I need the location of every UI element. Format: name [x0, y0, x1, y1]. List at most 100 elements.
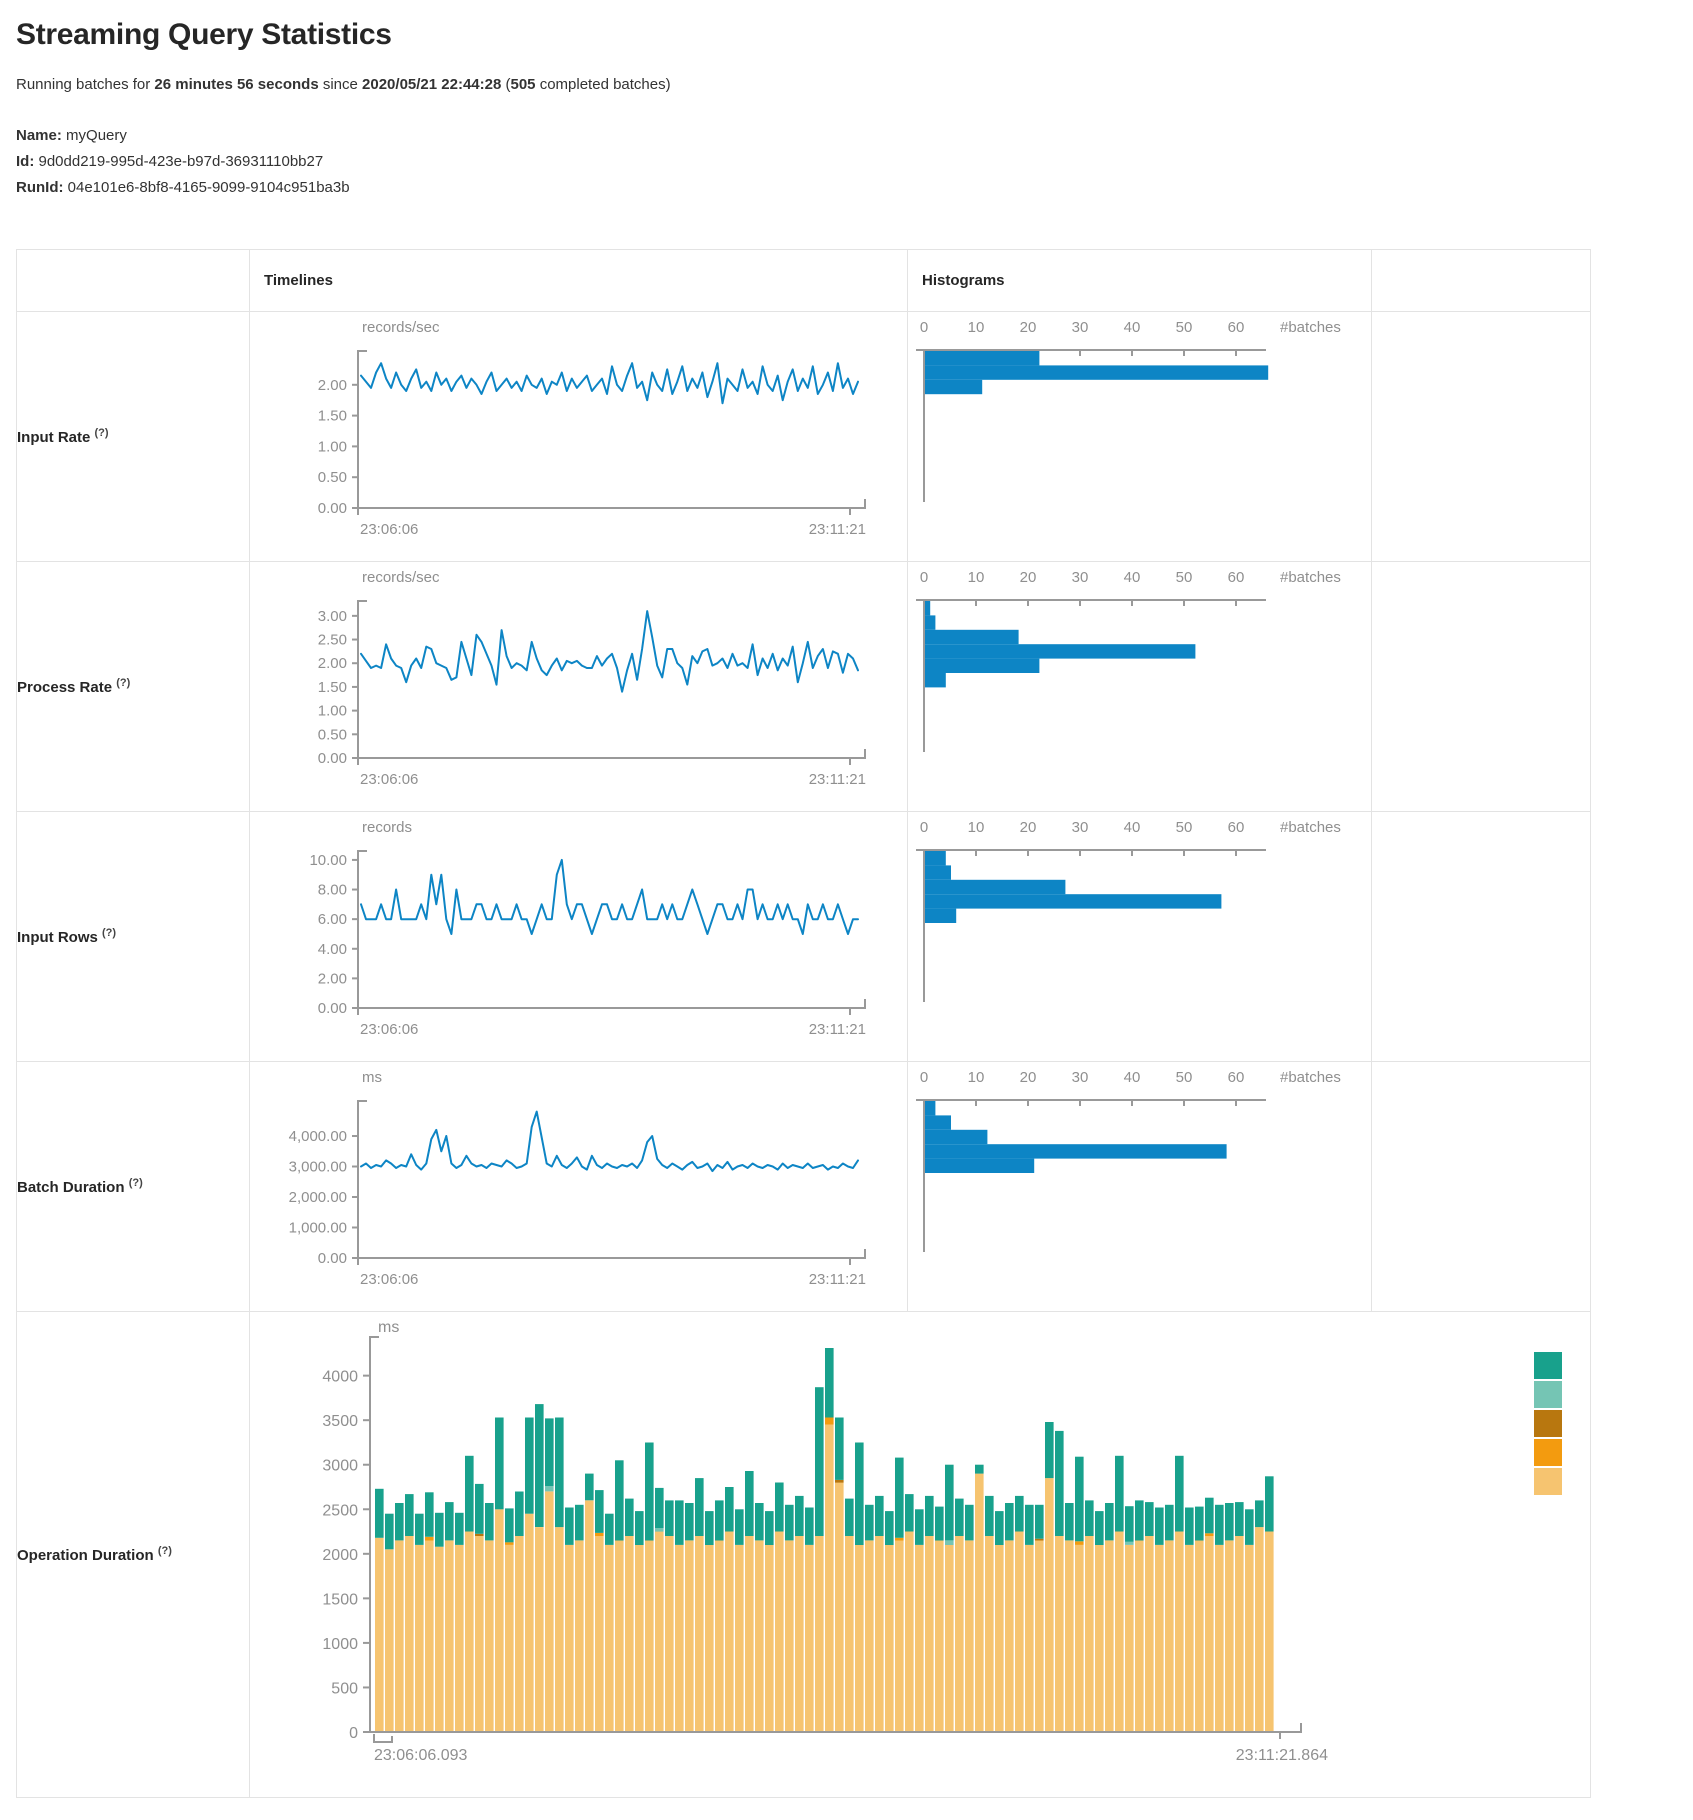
header-timelines: Timelines — [249, 249, 908, 312]
svg-text:0.00: 0.00 — [318, 1000, 347, 1017]
svg-text:30: 30 — [1072, 319, 1089, 336]
statistics-table: Timelines Histograms Input Rate (?) reco… — [16, 249, 1591, 1798]
svg-text:#batches: #batches — [1280, 1069, 1341, 1086]
svg-text:0: 0 — [349, 1725, 358, 1742]
svg-text:records: records — [362, 819, 412, 836]
running-batches-summary: Running batches for 26 minutes 56 second… — [16, 76, 671, 93]
svg-text:2.00: 2.00 — [318, 970, 347, 987]
svg-text:0.50: 0.50 — [318, 726, 347, 743]
legend-swatch-tan — [1534, 1468, 1562, 1495]
empty-cell — [1371, 311, 1591, 562]
operation-duration-stacked-chart: ms 0 500 1000 1500 2000 2500 3000 3500 4000 23:06:… — [250, 1312, 1590, 1790]
svg-text:23:11:21: 23:11:21 — [809, 1271, 866, 1288]
metric-label-input-rows: Input Rows — [17, 929, 98, 946]
svg-text:0: 0 — [920, 569, 928, 586]
svg-text:2500: 2500 — [322, 1502, 358, 1519]
svg-text:4000: 4000 — [322, 1369, 358, 1386]
svg-text:2.00: 2.00 — [318, 377, 347, 394]
svg-text:0.00: 0.00 — [318, 750, 347, 767]
svg-text:#batches: #batches — [1280, 569, 1341, 586]
id-label: Id: — [16, 153, 35, 170]
batch-duration-histogram-chart: 0 10 20 30 40 50 60 #batches — [908, 1062, 1371, 1267]
svg-text:0: 0 — [920, 1069, 928, 1086]
svg-text:60: 60 — [1228, 1069, 1245, 1086]
svg-text:20: 20 — [1020, 569, 1037, 586]
svg-text:1.50: 1.50 — [318, 679, 347, 696]
input-rows-histogram-chart: 0 10 20 30 40 50 60 #batches — [908, 812, 1371, 1017]
process-rate-timeline-chart: records/sec 3.00 2.50 2.00 1.50 1.00 0.50 0.00 2… — [250, 562, 907, 800]
running-duration: 26 minutes 56 seconds — [154, 76, 319, 93]
query-runid-line: RunId: 04e101e6-8bf8-4165-9099-9104c951b… — [16, 175, 1677, 201]
svg-text:2.50: 2.50 — [318, 632, 347, 649]
help-icon[interactable]: (?) — [94, 427, 109, 439]
svg-text:60: 60 — [1228, 819, 1245, 836]
header-empty — [16, 249, 250, 312]
query-runid: 04e101e6-8bf8-4165-9099-9104c951ba3b — [67, 179, 350, 196]
query-name-line: Name: myQuery — [16, 123, 1677, 149]
svg-text:3500: 3500 — [322, 1413, 358, 1430]
query-meta: Name: myQuery Id: 9d0dd219-995d-423e-b97… — [16, 123, 1677, 201]
completed-batches-count: 505 — [510, 76, 536, 93]
header-empty-2 — [1371, 249, 1591, 312]
svg-text:50: 50 — [1176, 319, 1193, 336]
svg-text:1.00: 1.00 — [318, 438, 347, 455]
query-id-line: Id: 9d0dd219-995d-423e-b97d-36931110bb27 — [16, 149, 1677, 175]
svg-text:#batches: #batches — [1280, 819, 1341, 836]
svg-text:23:11:21: 23:11:21 — [809, 771, 866, 788]
svg-text:ms: ms — [362, 1069, 382, 1086]
help-icon[interactable]: (?) — [102, 927, 117, 939]
svg-text:1500: 1500 — [322, 1591, 358, 1608]
svg-text:4,000.00: 4,000.00 — [289, 1128, 347, 1145]
svg-text:10: 10 — [968, 319, 985, 336]
svg-text:records/sec: records/sec — [362, 569, 440, 586]
svg-text:40: 40 — [1124, 819, 1141, 836]
svg-text:23:11:21: 23:11:21 — [809, 521, 866, 538]
svg-text:1,000.00: 1,000.00 — [289, 1220, 347, 1237]
svg-text:ms: ms — [378, 1319, 399, 1336]
metric-label-operation-duration: Operation Duration — [17, 1547, 154, 1564]
summary-text: Running batches for — [16, 76, 155, 93]
help-icon[interactable]: (?) — [157, 1545, 172, 1557]
page-title: Streaming Query Statistics — [16, 18, 392, 51]
help-icon[interactable]: (?) — [128, 1177, 143, 1189]
svg-text:0: 0 — [920, 319, 928, 336]
svg-text:23:11:21: 23:11:21 — [809, 1021, 866, 1038]
svg-text:50: 50 — [1176, 819, 1193, 836]
svg-text:3,000.00: 3,000.00 — [289, 1159, 347, 1176]
svg-text:0: 0 — [920, 819, 928, 836]
legend-swatch-brown — [1534, 1410, 1562, 1437]
svg-text:20: 20 — [1020, 1069, 1037, 1086]
metric-label-process-rate: Process Rate — [17, 679, 113, 696]
metric-label-input-rate: Input Rate — [17, 429, 91, 446]
metric-label-batch-duration: Batch Duration — [17, 1179, 125, 1196]
svg-text:1000: 1000 — [322, 1636, 358, 1653]
svg-text:10.00: 10.00 — [309, 852, 347, 869]
svg-text:#batches: #batches — [1280, 319, 1341, 336]
svg-text:4.00: 4.00 — [318, 941, 347, 958]
input-rate-histogram-chart: 0 10 20 30 40 50 60 #batches — [908, 312, 1371, 517]
table-row-operation-duration: Operation Duration (?) ms 0 500 1000 1500 200… — [16, 1311, 1591, 1798]
svg-text:2.00: 2.00 — [318, 655, 347, 672]
svg-text:50: 50 — [1176, 569, 1193, 586]
svg-text:23:06:06.093: 23:06:06.093 — [374, 1747, 468, 1764]
svg-text:3.00: 3.00 — [318, 608, 347, 625]
svg-text:30: 30 — [1072, 569, 1089, 586]
svg-text:10: 10 — [968, 819, 985, 836]
svg-text:10: 10 — [968, 569, 985, 586]
svg-text:0.50: 0.50 — [318, 469, 347, 486]
table-row-input-rows: Input Rows (?) records 10.00 8.00 6.00 4.00 2… — [16, 811, 1591, 1062]
svg-text:30: 30 — [1072, 819, 1089, 836]
header-histograms: Histograms — [907, 249, 1372, 312]
operation-legend — [1534, 1352, 1562, 1497]
query-id: 9d0dd219-995d-423e-b97d-36931110bb27 — [38, 153, 324, 170]
svg-text:23:06:06: 23:06:06 — [360, 771, 418, 788]
svg-text:1.00: 1.00 — [318, 703, 347, 720]
svg-text:23:06:06: 23:06:06 — [360, 521, 418, 538]
svg-text:1.50: 1.50 — [318, 408, 347, 425]
svg-text:30: 30 — [1072, 1069, 1089, 1086]
help-icon[interactable]: (?) — [116, 677, 131, 689]
runid-label: RunId: — [16, 179, 64, 196]
input-rate-timeline-chart: records/sec 2.00 1.50 1.00 0.50 0.00 23:06:06 2… — [250, 312, 907, 550]
query-name: myQuery — [66, 127, 127, 144]
